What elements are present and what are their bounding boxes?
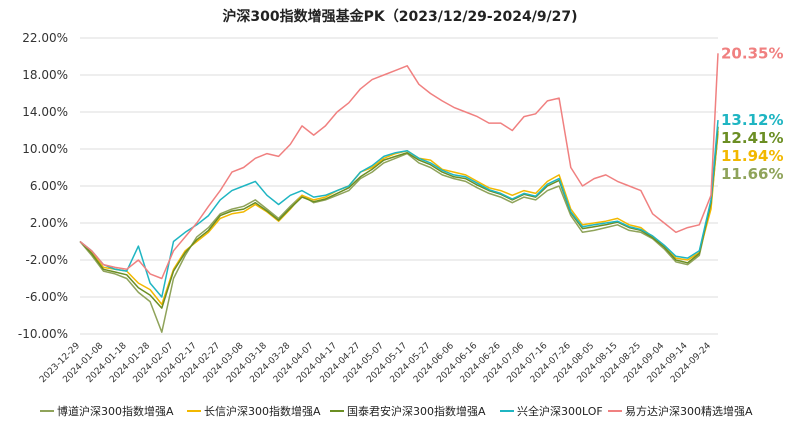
y-tick-label: 14.00% (22, 105, 68, 119)
series-line (79, 120, 719, 298)
y-tick-label: 2.00% (30, 216, 68, 230)
chart-title: 沪深300指数增强基金PK（2023/12/29-2024/9/27) (222, 8, 577, 25)
end-value-label: 12.41% (721, 129, 783, 147)
end-value-label: 11.94% (721, 147, 783, 165)
y-tick-label: -10.00% (18, 327, 68, 341)
y-tick-label: -2.00% (26, 253, 68, 267)
y-tick-label: 10.00% (22, 142, 68, 156)
legend-label: 博道沪深300指数增强A (57, 404, 174, 418)
legend-label: 兴全沪深300LOF (517, 404, 603, 418)
series-line (79, 126, 719, 309)
y-tick-label: 6.00% (30, 179, 68, 193)
series-line (79, 53, 719, 280)
end-value-label: 11.66% (721, 165, 783, 183)
y-tick-label: 18.00% (22, 68, 68, 82)
legend-label: 长信沪深300指数增强A (204, 404, 321, 418)
end-value-label: 20.35% (721, 44, 783, 62)
y-tick-label: 22.00% (22, 31, 68, 45)
grid-lines (80, 37, 718, 335)
end-labels: 20.35% 13.12%12.41%11.94%11.66% (721, 44, 783, 183)
y-axis-ticks: 22.00% 18.00% 14.00% 10.00% 6.00% 2.00% -2.00%… (18, 31, 68, 341)
series-lines (79, 53, 719, 333)
legend-label: 国泰君安沪深300指数增强A (347, 404, 486, 418)
end-value-label: 13.12% (721, 111, 783, 129)
x-axis-ticks: 2023-12-292024-01-082024-01-182024-01-28… (38, 341, 713, 385)
series-line (79, 133, 719, 333)
legend: 博道沪深300指数增强A 长信沪深300指数增强A 国泰君安沪深300指数增强A 兴全… (40, 404, 753, 418)
y-tick-label: -6.00% (26, 290, 68, 304)
legend-label: 易方达沪深300精选增强A (625, 404, 753, 418)
